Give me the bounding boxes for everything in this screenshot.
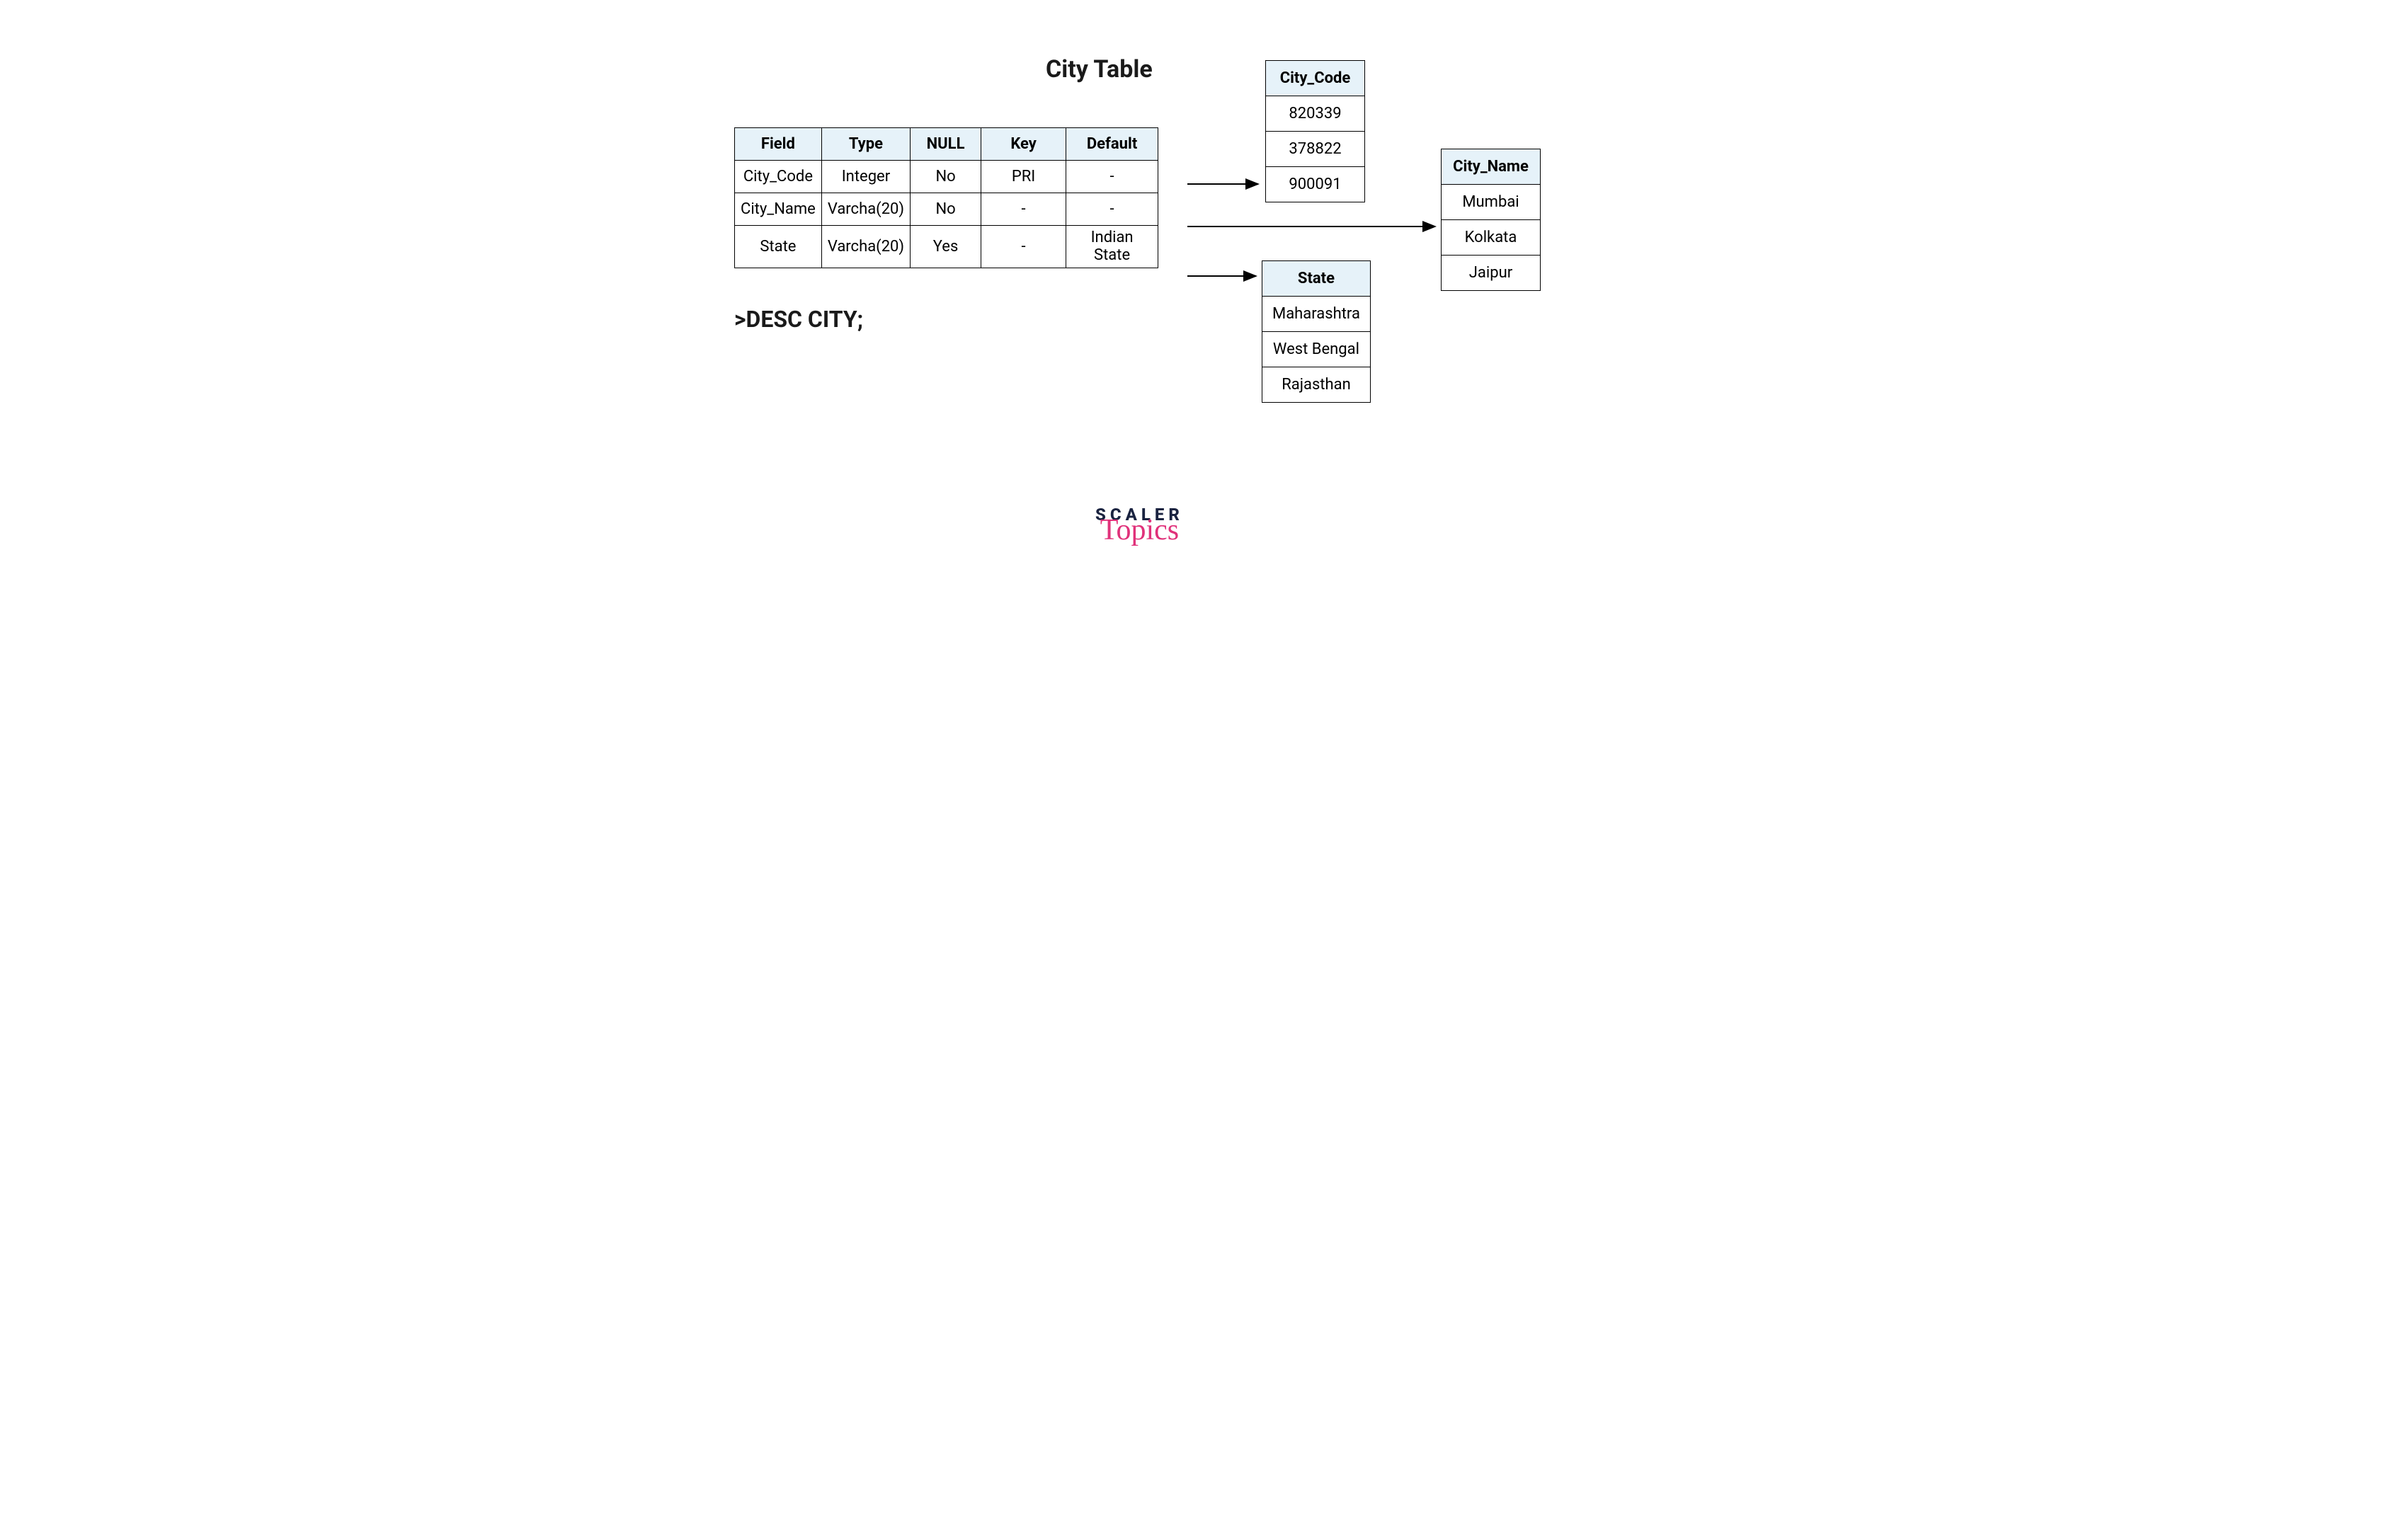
mini-header: State (1262, 261, 1371, 297)
desc-header-cell: Default (1066, 128, 1158, 161)
table-row: Maharashtra (1262, 297, 1371, 332)
arrows-layer (653, 0, 1755, 701)
mini-cell: Jaipur (1442, 256, 1541, 291)
desc-cell: - (981, 226, 1066, 268)
table-row: 820339 (1266, 96, 1365, 132)
city-name-table: City_NameMumbaiKolkataJaipur (1441, 149, 1541, 291)
desc-header-cell: Type (821, 128, 910, 161)
city-code-table: City_Code820339378822900091 (1265, 60, 1365, 202)
scaler-topics-logo: SCALER Topics (1095, 506, 1184, 543)
mini-cell: West Bengal (1262, 332, 1371, 367)
desc-cell: Varcha(20) (821, 226, 910, 268)
sql-command: >DESC CITY; (734, 306, 863, 333)
diagram-canvas: City Table FieldTypeNULLKeyDefaultCity_C… (653, 0, 1755, 701)
table-row: City_CodeIntegerNoPRI- (735, 161, 1158, 193)
table-row: Mumbai (1442, 185, 1541, 220)
table-row: City_NameVarcha(20)No-- (735, 193, 1158, 226)
table-row: Kolkata (1442, 220, 1541, 256)
page-title: City Table (1046, 55, 1153, 84)
mini-cell: 900091 (1266, 167, 1365, 202)
mini-cell: Kolkata (1442, 220, 1541, 256)
desc-cell: City_Name (735, 193, 822, 226)
mini-cell: Rajasthan (1262, 367, 1371, 403)
desc-city-table: FieldTypeNULLKeyDefaultCity_CodeIntegerN… (734, 127, 1158, 268)
desc-cell: Varcha(20) (821, 193, 910, 226)
desc-header-cell: Key (981, 128, 1066, 161)
table-row: 378822 (1266, 132, 1365, 167)
mini-cell: 820339 (1266, 96, 1365, 132)
desc-cell: No (911, 193, 981, 226)
table-row: West Bengal (1262, 332, 1371, 367)
desc-header-cell: NULL (911, 128, 981, 161)
mini-cell: Maharashtra (1262, 297, 1371, 332)
desc-cell: - (1066, 161, 1158, 193)
desc-header-cell: Field (735, 128, 822, 161)
desc-cell: Integer (821, 161, 910, 193)
desc-cell: - (1066, 193, 1158, 226)
desc-cell: - (981, 193, 1066, 226)
desc-cell: Yes (911, 226, 981, 268)
desc-cell: State (735, 226, 822, 268)
table-row: 900091 (1266, 167, 1365, 202)
mini-cell: 378822 (1266, 132, 1365, 167)
logo-text-bottom: Topics (1095, 519, 1184, 543)
table-row: Rajasthan (1262, 367, 1371, 403)
mini-header: City_Code (1266, 61, 1365, 96)
desc-cell: No (911, 161, 981, 193)
state-table: StateMaharashtraWest BengalRajasthan (1262, 260, 1371, 403)
desc-cell: City_Code (735, 161, 822, 193)
table-row: StateVarcha(20)Yes-IndianState (735, 226, 1158, 268)
mini-header: City_Name (1442, 149, 1541, 185)
mini-cell: Mumbai (1442, 185, 1541, 220)
table-row: Jaipur (1442, 256, 1541, 291)
desc-cell: IndianState (1066, 226, 1158, 268)
desc-cell: PRI (981, 161, 1066, 193)
